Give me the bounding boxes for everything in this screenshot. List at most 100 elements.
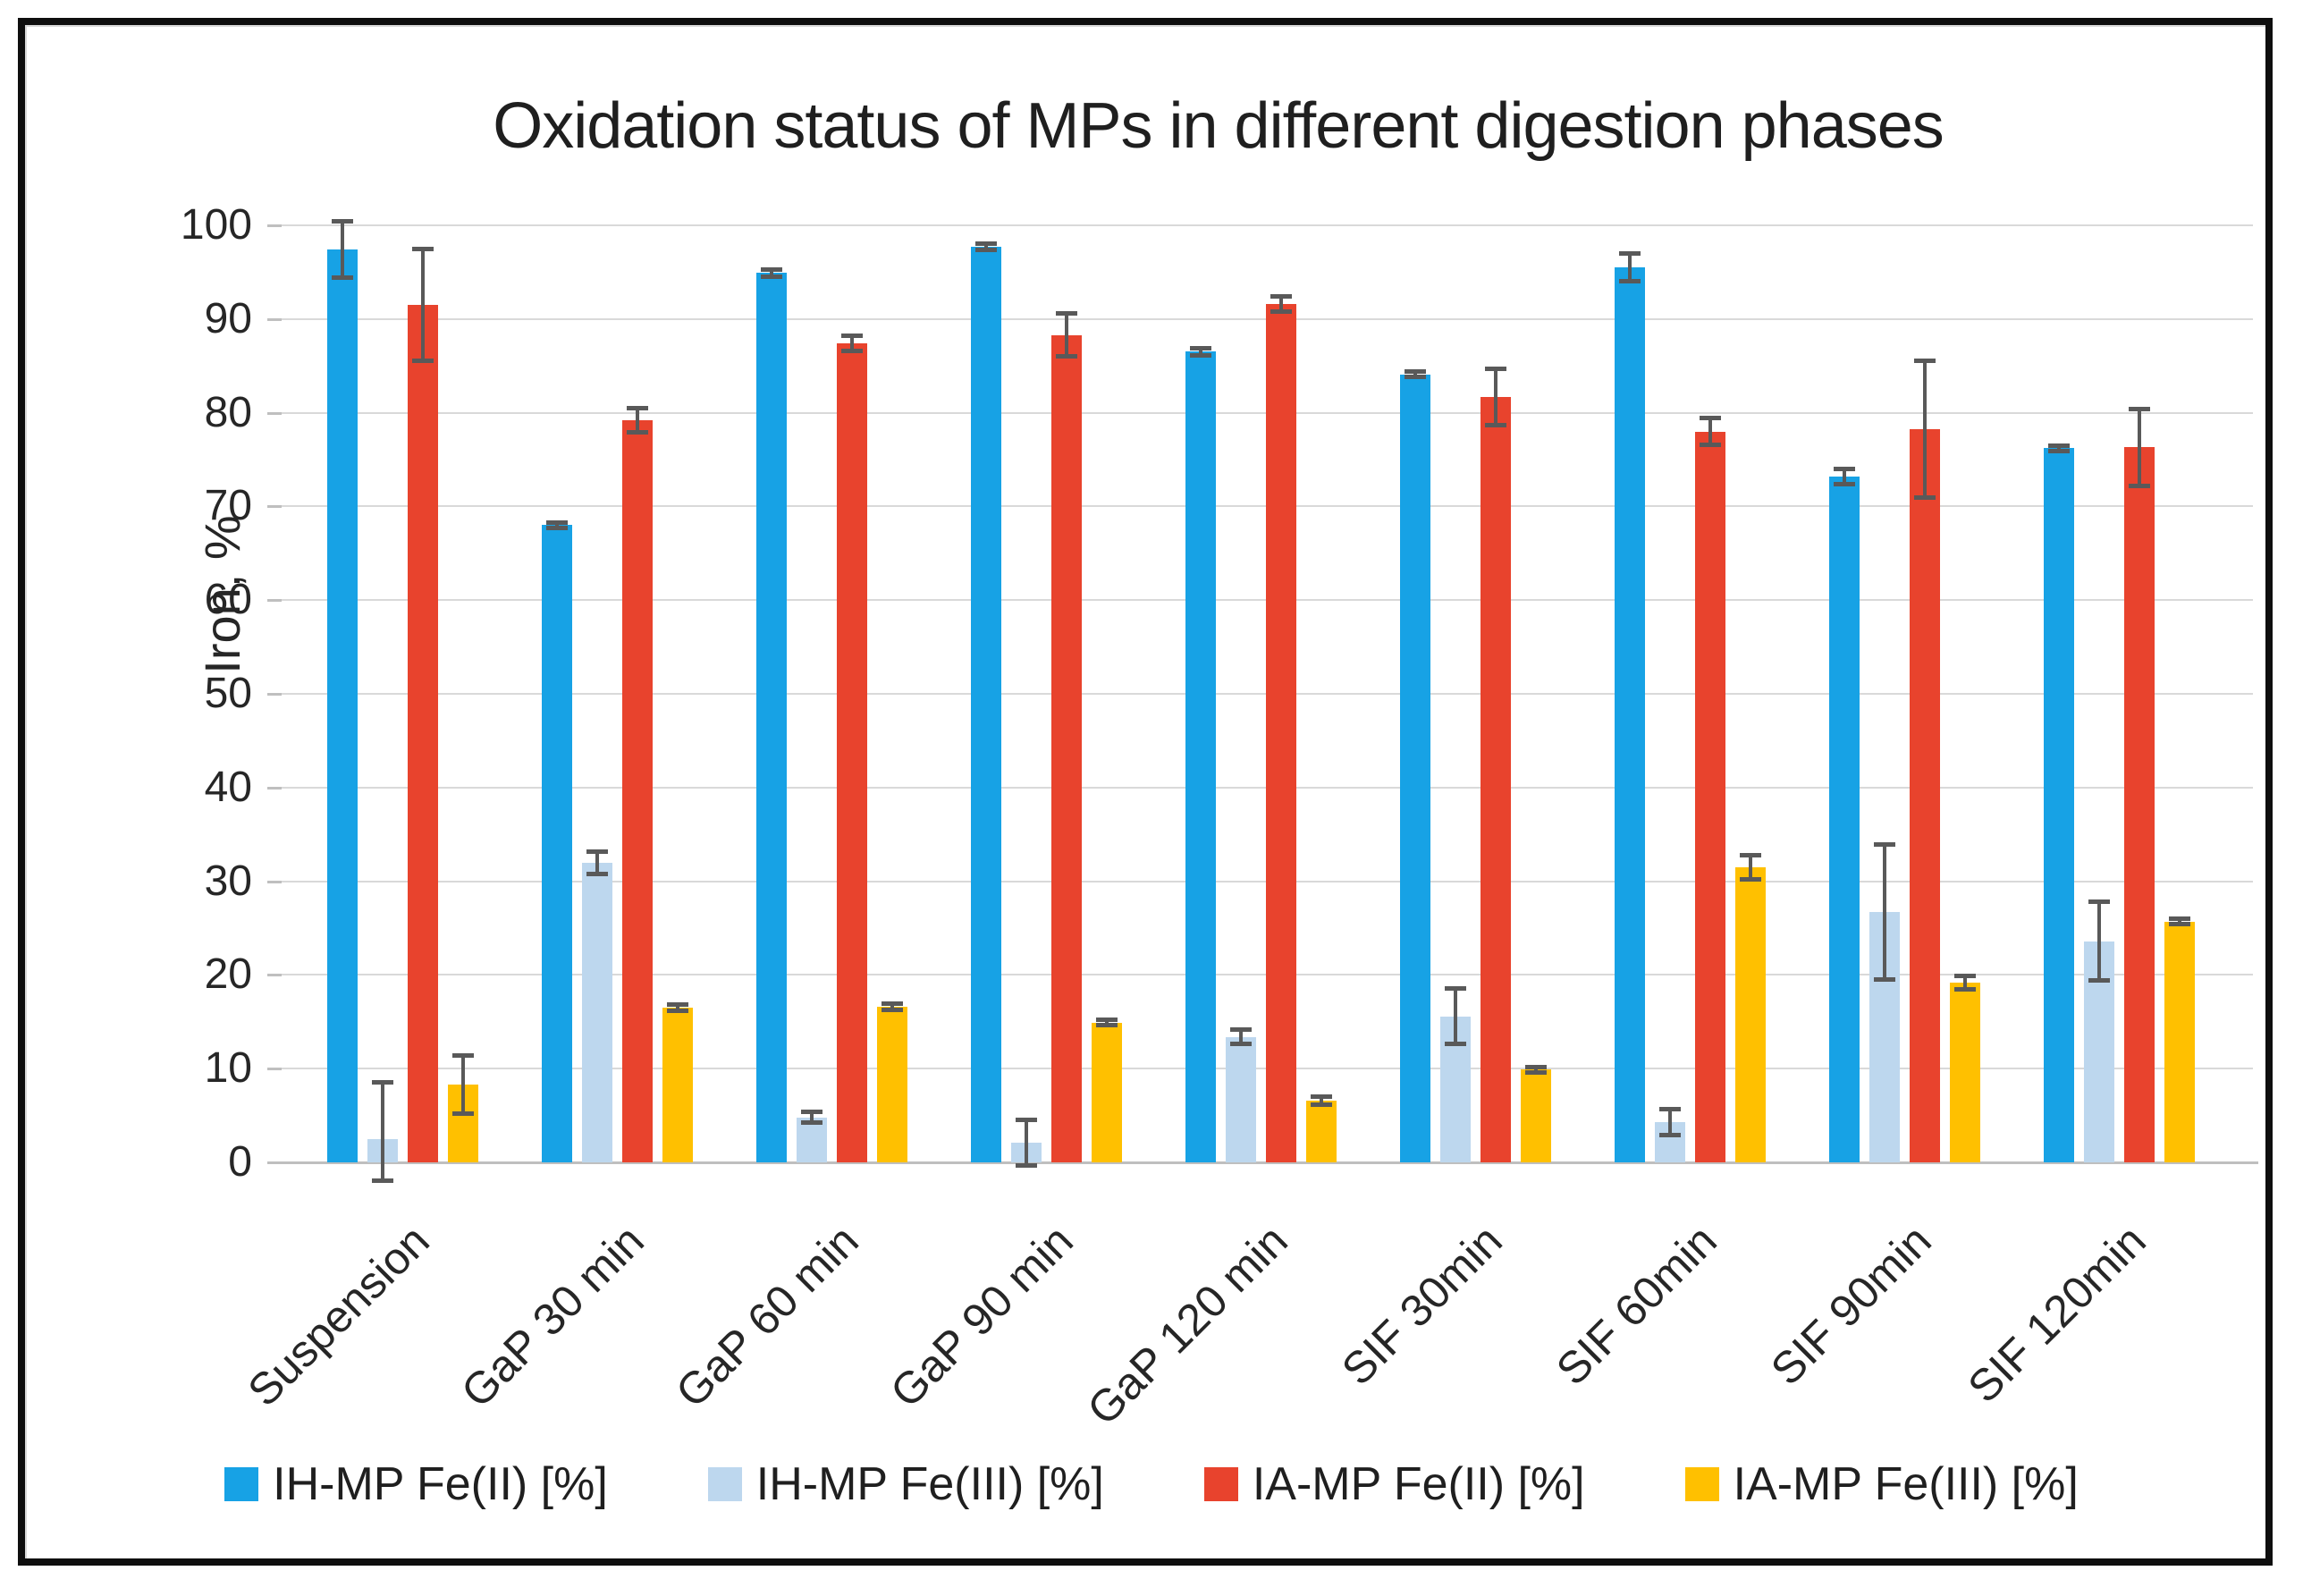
y-tick-mark bbox=[267, 1068, 282, 1071]
error-bar-line bbox=[1883, 844, 1886, 980]
error-bar-cap bbox=[1230, 1042, 1252, 1047]
error-bar-cap bbox=[1485, 366, 1506, 371]
legend-swatch-icon bbox=[224, 1467, 259, 1501]
error-bar-cap bbox=[2088, 899, 2110, 905]
legend-item: IH-MP Fe(II) [%] bbox=[224, 1457, 608, 1511]
error-bar-line bbox=[1963, 975, 1967, 990]
y-tick-label: 30 bbox=[204, 857, 252, 905]
error-bar-cap bbox=[1659, 1106, 1681, 1111]
bar-ih-mp-fe2 bbox=[1829, 476, 1860, 1162]
error-bar-cap bbox=[1405, 375, 1426, 380]
y-tick-mark bbox=[267, 786, 282, 790]
error-bar-cap bbox=[1016, 1118, 1037, 1123]
y-tick-label: 70 bbox=[204, 482, 252, 530]
error-bar-cap bbox=[1700, 416, 1721, 421]
legend-item: IH-MP Fe(III) [%] bbox=[707, 1457, 1104, 1511]
error-bar-line bbox=[1105, 1019, 1109, 1026]
error-bar-line bbox=[1239, 1029, 1243, 1044]
error-bar-cap bbox=[586, 871, 608, 876]
error-bar-cap bbox=[801, 1109, 822, 1114]
error-bar-cap bbox=[1874, 842, 1895, 848]
error-bar-cap bbox=[1954, 986, 1976, 992]
y-tick-mark bbox=[267, 599, 282, 603]
error-bar-line bbox=[770, 269, 773, 277]
error-bar-line bbox=[1413, 371, 1417, 377]
error-bar-cap bbox=[1525, 1069, 1547, 1075]
error-bar-cap bbox=[1056, 311, 1077, 316]
error-bar-cap bbox=[586, 849, 608, 854]
error-bar-line bbox=[676, 1004, 679, 1011]
error-bar-line bbox=[890, 1003, 894, 1010]
error-bar-line bbox=[421, 249, 425, 361]
error-bar-line bbox=[1199, 348, 1202, 356]
bar-ia-mp-fe2 bbox=[1480, 396, 1511, 1162]
error-bar-cap bbox=[882, 1007, 903, 1012]
legend-label: IH-MP Fe(II) [%] bbox=[273, 1458, 608, 1510]
bar-ia-mp-fe3 bbox=[662, 1008, 693, 1162]
plot-area bbox=[276, 219, 2258, 1184]
error-bar-cap bbox=[1619, 250, 1641, 256]
error-bar-cap bbox=[372, 1178, 393, 1184]
y-tick-mark bbox=[267, 224, 282, 227]
error-bar-cap bbox=[2088, 978, 2110, 984]
gridline bbox=[282, 224, 2253, 226]
bar-ia-mp-fe3 bbox=[2164, 921, 2195, 1162]
error-bar-cap bbox=[412, 359, 434, 364]
error-bar-line bbox=[1279, 296, 1283, 312]
error-bar-cap bbox=[1874, 977, 1895, 983]
error-bar-cap bbox=[1659, 1133, 1681, 1138]
chart-border-frame bbox=[18, 18, 2273, 1566]
y-tick-mark bbox=[267, 505, 282, 509]
bar-ia-mp-fe3 bbox=[1092, 1022, 1122, 1162]
error-bar-cap bbox=[1056, 354, 1077, 359]
y-tick-label: 80 bbox=[204, 388, 252, 436]
bar-ih-mp-fe2 bbox=[1185, 351, 1216, 1162]
error-bar-line bbox=[381, 1082, 384, 1181]
y-tick-mark bbox=[267, 693, 282, 696]
error-bar-cap bbox=[1311, 1102, 1332, 1107]
error-bar-cap bbox=[1914, 495, 1936, 501]
bar-ia-mp-fe3 bbox=[877, 1007, 907, 1162]
error-bar-line bbox=[810, 1111, 814, 1123]
legend-item: IA-MP Fe(III) [%] bbox=[1684, 1457, 2079, 1511]
error-bar-line bbox=[1843, 469, 1846, 485]
y-tick-label: 40 bbox=[204, 763, 252, 811]
bar-ih-mp-fe2 bbox=[2044, 448, 2074, 1162]
error-bar-cap bbox=[452, 1053, 474, 1059]
error-bar-cap bbox=[667, 1002, 688, 1008]
y-tick-label: 0 bbox=[228, 1138, 252, 1186]
bar-ia-mp-fe2 bbox=[1910, 429, 1940, 1162]
error-bar-cap bbox=[2048, 443, 2070, 448]
error-bar-cap bbox=[1096, 1023, 1118, 1028]
error-bar-cap bbox=[627, 405, 648, 410]
error-bar-line bbox=[1065, 313, 1068, 357]
y-tick-mark bbox=[267, 1161, 282, 1164]
bar-ia-mp-fe3 bbox=[1306, 1100, 1337, 1162]
error-bar-cap bbox=[2048, 449, 2070, 454]
y-tick-label: 100 bbox=[180, 201, 252, 249]
error-bar-cap bbox=[1914, 359, 1936, 364]
error-bar-line bbox=[1494, 368, 1497, 426]
error-bar-line bbox=[595, 851, 599, 874]
legend-label: IA-MP Fe(II) [%] bbox=[1252, 1458, 1585, 1510]
bar-ia-mp-fe2 bbox=[622, 419, 653, 1162]
bar-ih-mp-fe3 bbox=[1226, 1036, 1256, 1162]
error-bar-cap bbox=[801, 1120, 822, 1126]
error-bar-cap bbox=[1525, 1064, 1547, 1069]
error-bar-line bbox=[1708, 418, 1712, 445]
error-bar-line bbox=[2178, 918, 2181, 925]
legend-label: IH-MP Fe(III) [%] bbox=[755, 1458, 1104, 1510]
error-bar-line bbox=[1628, 253, 1632, 282]
bar-ih-mp-fe2 bbox=[1400, 374, 1430, 1162]
bar-ia-mp-fe2 bbox=[408, 305, 438, 1162]
bar-ia-mp-fe2 bbox=[1051, 334, 1082, 1162]
legend-swatch-icon bbox=[1203, 1467, 1238, 1501]
error-bar-cap bbox=[1700, 442, 1721, 447]
error-bar-cap bbox=[975, 247, 997, 252]
error-bar-cap bbox=[1096, 1018, 1118, 1023]
y-tick-mark bbox=[267, 317, 282, 321]
legend-label: IA-MP Fe(III) [%] bbox=[1733, 1458, 2079, 1510]
legend-item: IA-MP Fe(II) [%] bbox=[1203, 1457, 1585, 1511]
error-bar-cap bbox=[1740, 877, 1761, 882]
error-bar-cap bbox=[627, 430, 648, 435]
